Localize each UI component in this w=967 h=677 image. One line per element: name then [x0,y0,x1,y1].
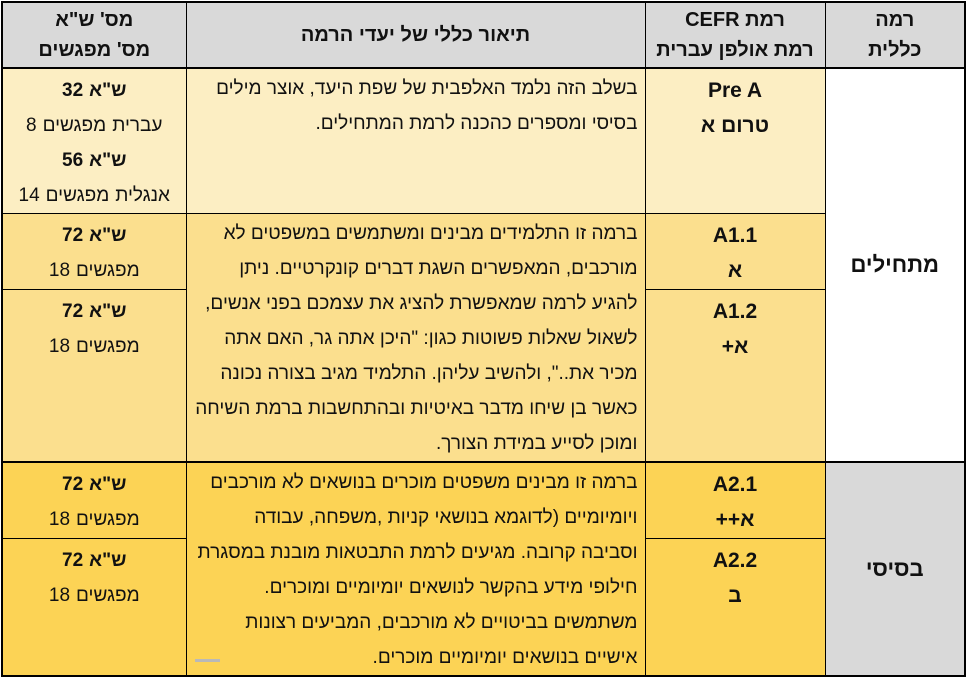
hours-token: ש"א [89,150,127,171]
hours-token: 72 [62,301,84,323]
header-hours: מס' ש"א מס' מפגשים [1,1,187,69]
header-cefr-level: רמת CEFR רמת אולפן עברית [644,1,826,69]
general-level-beginners-cell: מתחילים [824,67,966,463]
ulpan-level-pre-a: טרום א [700,114,770,137]
header-hours-line2: מס' מפגשים [38,39,151,61]
hours-line: 18 מפגשים [3,329,185,364]
hours-cell-pre-a: 32 ש"א 8 מפגשים עברית 56 ש"א 14 מפגשים אנגלית [1,67,187,214]
hours-line: 18 מפגשים [3,253,185,288]
hours-cell-a1-1: 72 ש"א 18 מפגשים [1,212,187,291]
header-general-level: רמה כללית [824,1,966,69]
hours-cell-a2-2: 72 ש"א 18 מפגשים [1,537,187,677]
hours-token: מפגשים [76,260,140,281]
hours-token: מפגשים [42,115,107,136]
hours-token: מפגשים [76,336,140,358]
row-a1-1: A1.1 א ברמה זו התלמידים מבינים ומשתמשים … [1,212,965,463]
general-level-basic-cell: בסיסי [824,461,966,677]
hours-token: מפגשים [76,509,140,530]
cefr-cell-a1-2: A1.2 א+ [644,289,826,463]
cefr-cell-a2-1: A2.1 א++ [644,460,826,539]
hours-line: 14 מפגשים אנגלית [3,178,185,213]
header-general-level-line1: רמה [875,9,915,31]
cefr-code-a1-2: A1.2 [712,300,758,324]
hours-line: 8 מפגשים עברית [3,108,185,143]
hours-token: ש"א [89,474,127,495]
description-cell-a2: ברמה זו מבינים משפטים מוכרים בנושאים לא … [185,461,646,677]
hours-token: 56 [62,150,84,171]
row-a2-1: בסיסי A2.1 א++ ברמה זו מבינים משפטים מוכ… [1,460,966,677]
header-general-level-line2: כללית [868,39,922,61]
scan-artifact [195,659,220,662]
hours-token: מפגשים [76,584,140,606]
hours-token: 18 [48,260,71,281]
cefr-cell-a2-2: A2.2 ב [644,537,826,677]
hours-token: מפגשים [45,185,110,206]
ulpan-level-a2-1: א++ [715,508,755,531]
hours-line: 72 ש"א [3,294,185,329]
hours-token: 32 [62,80,84,101]
hours-line: 56 ש"א [3,143,185,178]
hours-line: 32 ש"א [3,73,185,108]
ulpan-level-a2-2: ב [728,583,742,607]
description-cell-pre-a: בשלב הזה נלמד האלפבית של שפת היעד, אוצר … [185,67,646,214]
hours-token: 72 [62,225,84,246]
cefr-cell-a1-1: A1.1 א [644,212,826,291]
hours-token: עברית [112,115,163,136]
hours-token: 72 [62,474,84,495]
hours-token: 18 [48,584,71,606]
header-hours-line1: מס' ש"א [55,9,134,31]
hours-line: 72 ש"א [3,543,185,578]
header-cefr-line2: רמת אולפן עברית [656,39,814,61]
cefr-code-a2-2: A2.2 [712,548,758,572]
hours-token: 8 [26,115,37,136]
hours-token: 18 [48,509,71,530]
row-pre-a: מתחילים Pre A טרום א בשלב הזה נלמד האלפב… [1,67,966,463]
hours-cell-a2-1: 72 ש"א 18 מפגשים [1,460,187,539]
hours-cell-a1-2: 72 ש"א 18 מפגשים [1,289,187,463]
hours-line: 18 מפגשים [3,502,185,537]
cefr-cell-pre-a: Pre A טרום א [644,67,826,214]
ulpan-level-a1-1: א [727,259,743,282]
ulpan-level-a1-2: א+ [721,335,749,359]
header-row: רמה כללית רמת CEFR רמת אולפן עברית תיאור… [1,1,966,69]
hours-token: ש"א [89,301,127,323]
row-a2-2: A2.2 ב 72 ש"א 18 מפגשים [1,537,965,677]
description-cell-a1: ברמה זו התלמידים מבינים ומשתמשים במשפטים… [185,213,646,463]
hours-token: 72 [62,549,84,571]
hours-line: 18 מפגשים [3,578,185,613]
hours-token: 14 [18,185,40,206]
hours-token: ש"א [89,80,127,101]
hours-token: 18 [48,336,71,358]
hours-line: 72 ש"א [3,218,185,253]
hours-token: אנגלית [115,185,170,206]
header-cefr-line1: רמת CEFR [685,9,785,31]
row-a1-2: A1.2 א+ 72 ש"א 18 מפגשים [1,289,965,463]
header-description: תיאור כללי של יעדי הרמה [185,1,646,69]
cefr-code-pre-a: Pre A [707,79,763,102]
cefr-code-a2-1: A2.1 [712,473,758,496]
hours-token: ש"א [89,225,127,246]
hours-line: 72 ש"א [3,467,185,502]
hours-token: ש"א [89,549,127,571]
cefr-code-a1-1: A1.1 [712,224,758,247]
